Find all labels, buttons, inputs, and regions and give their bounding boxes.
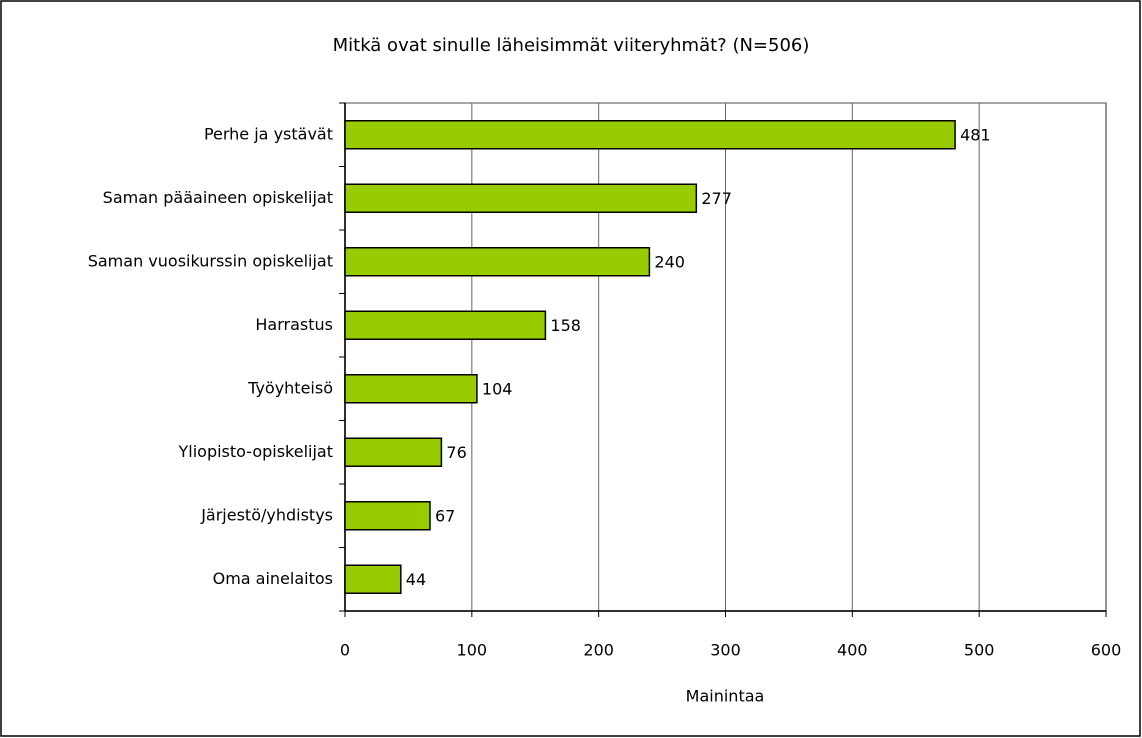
data-label: 67 (435, 506, 455, 525)
data-label: 44 (406, 570, 426, 589)
data-label: 158 (550, 316, 581, 335)
bar (344, 310, 547, 340)
bar (344, 437, 443, 467)
x-tick-label: 600 (1091, 641, 1122, 660)
y-tick-label: Järjestö/yhdistys (200, 505, 333, 524)
y-tick-label: Harrastus (255, 315, 333, 334)
data-label: 76 (446, 443, 466, 462)
y-tick-label: Oma ainelaitos (213, 569, 333, 588)
y-tick-label: Yliopisto-opiskelijat (178, 442, 334, 461)
bar (344, 120, 956, 150)
x-tick-label: 400 (837, 641, 868, 660)
x-axis-label: Mainintaa (686, 687, 765, 706)
chart-title: Mitkä ovat sinulle läheisimmät viiteryhm… (333, 35, 810, 56)
x-tick-label: 100 (457, 641, 488, 660)
bar (344, 247, 651, 277)
x-tick-label: 500 (964, 641, 995, 660)
y-tick-label: Saman vuosikurssin opiskelijat (88, 251, 333, 270)
bar (344, 183, 698, 213)
x-tick-label: 200 (583, 641, 614, 660)
y-tick-label: Saman pääaineen opiskelijat (103, 188, 333, 207)
data-label: 481 (960, 125, 991, 144)
x-tick-label: 300 (710, 641, 741, 660)
x-tick-label: 0 (340, 641, 350, 660)
bar (344, 501, 431, 531)
data-label: 240 (654, 252, 685, 271)
bar (344, 564, 402, 594)
y-tick-label: Työyhteisö (247, 378, 333, 397)
bar (344, 374, 478, 404)
y-tick-label: Perhe ja ystävät (204, 124, 333, 143)
data-label: 277 (701, 189, 732, 208)
data-label: 104 (482, 379, 513, 398)
